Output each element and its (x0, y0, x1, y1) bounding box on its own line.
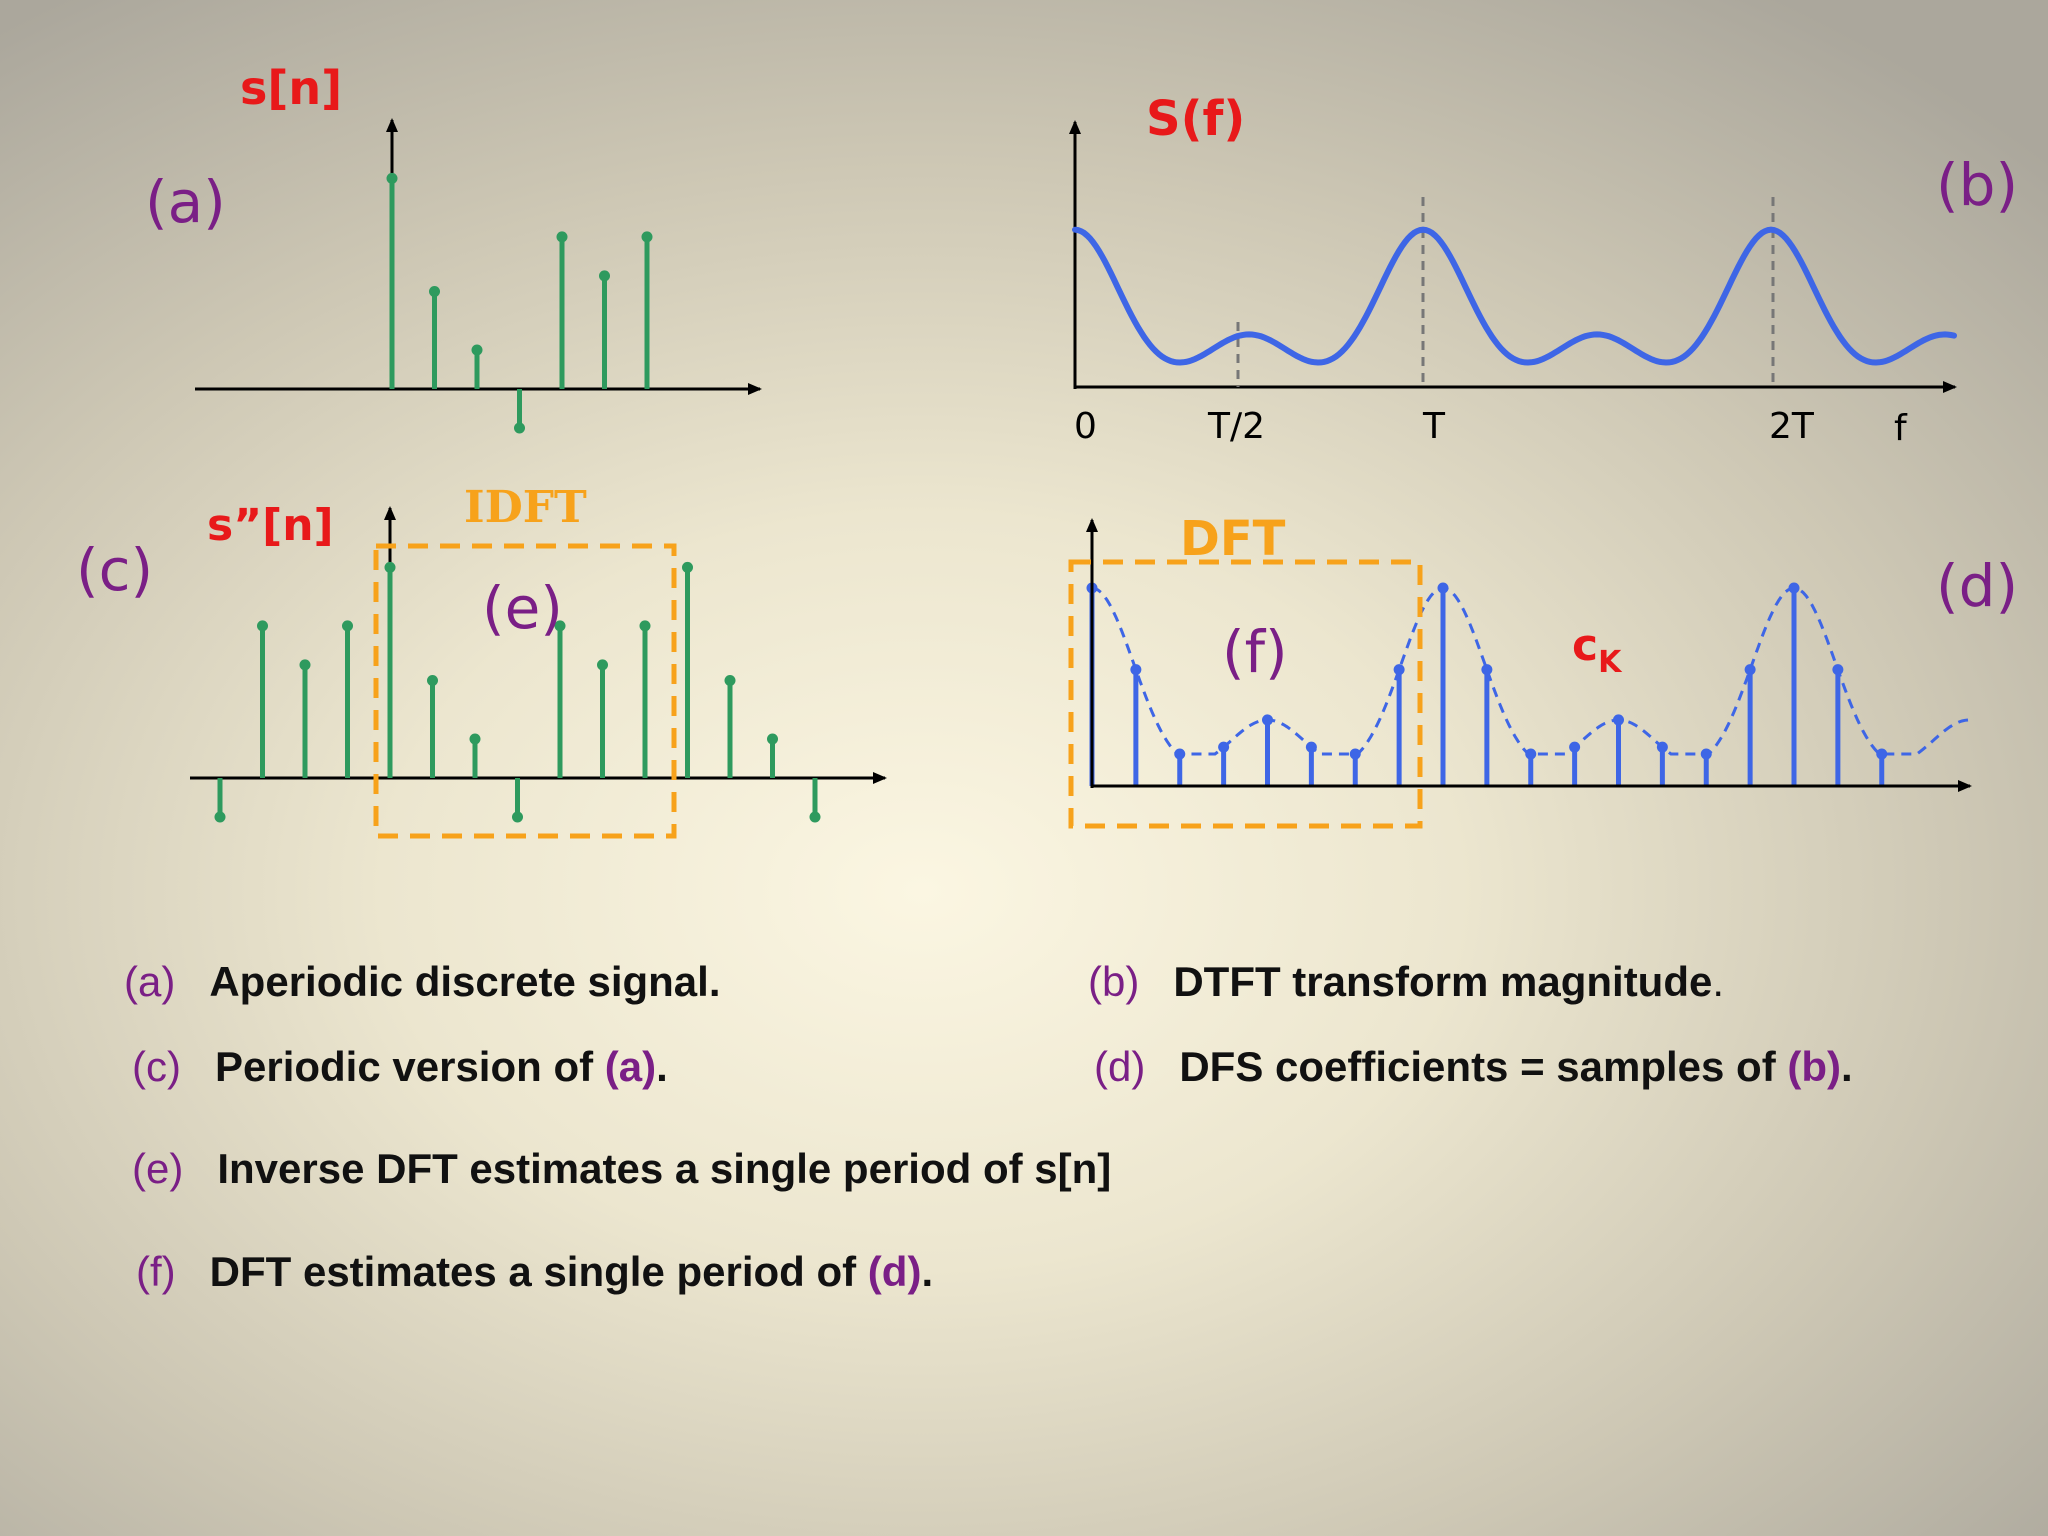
caption-a: (a) Aperiodic discrete signal. (124, 958, 721, 1006)
panel-c-stem-dot (214, 811, 226, 823)
caption-e-text: Inverse DFT estimates a single period of… (217, 1145, 1112, 1192)
caption-c-end: . (656, 1043, 668, 1090)
caption-f-tag: (f) (136, 1248, 176, 1295)
caption-f-ref: (d) (867, 1248, 922, 1295)
panel-c-stem-dot (342, 620, 353, 632)
caption-c: (c) Periodic version of (a). (132, 1043, 668, 1091)
caption-d-text: DFS coefficients = samples of (1179, 1043, 1788, 1090)
panel-d-coef-dot (1218, 741, 1230, 753)
caption-f: (f) DFT estimates a single period of (d). (136, 1248, 933, 1296)
panel-d-coef-dot (1481, 664, 1493, 676)
dft-window-box (1068, 559, 1423, 829)
panel-d-coef-dot (1525, 748, 1537, 760)
caption-a-tag: (a) (124, 958, 176, 1005)
panel-a-axis-title: s[n] (240, 61, 342, 115)
panel-c-stem-dot (639, 620, 651, 632)
panel-b-label: (b) (1936, 151, 2018, 219)
panel-b-axis-title: S(f) (1146, 91, 1245, 147)
panel-a-stem-dot (471, 344, 483, 356)
panel-c-axis-title: s”[n] (207, 500, 334, 551)
panel-c-label: (c) (76, 536, 153, 604)
panel-c-stem-dot (427, 675, 438, 686)
panel-c-idft-title: IDFT (464, 482, 587, 533)
panel-b-tick-t-half: T/2 (1207, 406, 1265, 447)
panel-b-tick-t: T (1422, 406, 1446, 447)
caption-d-ref: (b) (1787, 1043, 1841, 1090)
caption-e: (e) Inverse DFT estimates a single period… (132, 1145, 1111, 1193)
panel-a-stems (386, 172, 653, 434)
panel-d-label: (d) (1936, 552, 2018, 620)
panel-c-stems (214, 561, 821, 823)
panel-b-tick-f: f (1894, 408, 1908, 449)
panel-c-stem-dot (469, 733, 481, 745)
caption-f-text: DFT estimates a single period of (209, 1248, 868, 1295)
panel-a-stem-dot (514, 422, 525, 434)
panel-c-stem-dot (724, 675, 736, 686)
panel-d-dft-title: DFT (1180, 511, 1286, 567)
panel-d-coef-dot (1349, 748, 1361, 760)
panel-c-stem-dot (299, 659, 311, 671)
caption-e-tag: (e) (132, 1145, 184, 1192)
panel-c-stem-dot (682, 561, 693, 573)
panel-d: (d) DFT cK (f) (1068, 511, 2018, 829)
panel-d-coef-dot (1656, 741, 1668, 753)
caption-d: (d) DFS coefficients = samples of (b). (1094, 1043, 1853, 1091)
caption-b: (b) DTFT transform magnitude. (1088, 958, 1724, 1006)
panel-c-stem-dot (512, 811, 523, 823)
panel-f-label: (f) (1222, 618, 1288, 686)
caption-b-end: . (1712, 958, 1725, 1005)
caption-d-end: . (1841, 1043, 1853, 1090)
panel-a-label: (a) (145, 168, 226, 236)
idft-window-box (373, 543, 677, 839)
panel-a-stem-dot (641, 231, 653, 243)
panel-a-stem-dot (429, 286, 440, 297)
panel-d-coef-dot (1613, 714, 1624, 726)
caption-c-ref: (a) (604, 1043, 657, 1090)
panel-d-coef-dot (1393, 664, 1405, 676)
panel-b-tick-2t: 2T (1769, 406, 1815, 447)
panel-d-coef-dot (1174, 748, 1186, 760)
panel-d-coef-dot (1788, 582, 1800, 594)
panel-a: (a) s[n] (145, 61, 762, 434)
panel-d-coef-dot (1130, 664, 1142, 676)
panel-a-stem-dot (556, 231, 568, 243)
panel-b-spectrum-curve (1072, 226, 1957, 366)
caption-c-tag: (c) (132, 1043, 181, 1090)
panel-d-coef-dot (1832, 664, 1844, 676)
panel-d-stems (1086, 582, 1888, 786)
panel-c: (c) s”[n] IDFT (e) (76, 482, 887, 839)
panel-c-stem-dot (384, 561, 396, 573)
panel-c-stem-dot (257, 620, 268, 632)
caption-d-tag: (d) (1094, 1043, 1146, 1090)
panel-b: (b) S(f) 0 T/2 T 2T f (1069, 91, 2018, 449)
panel-d-coef-label: cK (1572, 620, 1623, 680)
panel-d-coef-dot (1437, 582, 1449, 594)
caption-a-text: Aperiodic discrete signal. (209, 958, 721, 1005)
caption-b-tag: (b) (1088, 958, 1140, 1005)
panel-d-coef-dot (1262, 714, 1273, 726)
caption-c-text: Periodic version of (214, 1043, 605, 1090)
panel-a-stem-dot (599, 270, 610, 282)
panel-d-coef-dot (1569, 741, 1581, 753)
panel-b-tick-0: 0 (1074, 406, 1097, 447)
panel-c-stem-dot (554, 620, 566, 632)
panel-c-stem-dot (809, 811, 821, 823)
panel-d-coef-dot (1305, 741, 1317, 753)
panel-e-label: (e) (482, 574, 563, 642)
panel-d-coef-dot (1876, 748, 1888, 760)
panel-c-stem-dot (767, 733, 778, 745)
caption-b-text: DTFT transform magnitude (1173, 958, 1713, 1005)
panel-a-stem-dot (386, 172, 398, 184)
panel-d-coef-dot (1700, 748, 1712, 760)
panel-d-coef-dot (1744, 664, 1756, 676)
caption-f-end: . (921, 1248, 934, 1295)
panel-c-stem-dot (597, 659, 608, 671)
